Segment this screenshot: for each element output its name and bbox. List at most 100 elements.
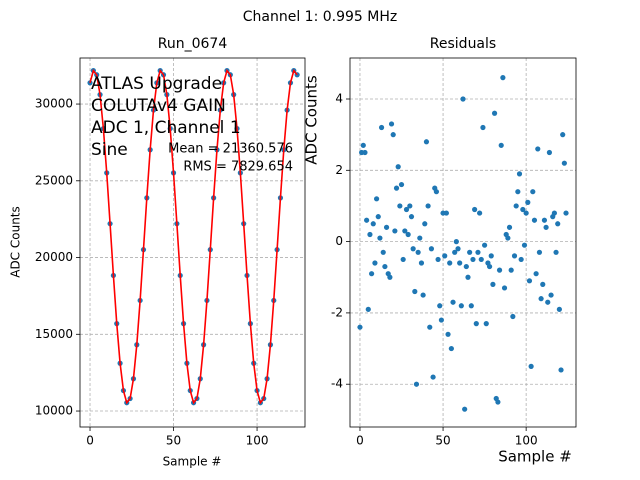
data-point [425, 203, 431, 209]
data-point [398, 181, 405, 188]
annotation: RMS = 7829.654 [183, 160, 293, 175]
data-point [490, 281, 496, 287]
data-point [395, 164, 401, 170]
data-point [370, 221, 376, 227]
data-point [516, 171, 523, 177]
annotation: COLUTAv4 GAIN [91, 96, 226, 116]
x-tick-label: 50 [166, 434, 181, 448]
data-point [447, 260, 453, 266]
x-tick-label: 0 [356, 434, 364, 448]
data-point [530, 189, 536, 195]
data-point [563, 210, 569, 216]
data-point [555, 221, 561, 227]
axes-title: Run_0674 [158, 36, 228, 52]
data-point [415, 249, 421, 255]
data-point [453, 239, 459, 245]
plot-area [87, 68, 300, 406]
data-point [393, 185, 400, 191]
data-point [521, 242, 528, 248]
data-point [433, 189, 440, 195]
data-point [472, 206, 478, 213]
data-point [533, 271, 539, 277]
data-point [482, 242, 488, 248]
x-tick-label: 0 [86, 434, 94, 448]
data-point [428, 246, 435, 252]
data-point [397, 203, 403, 209]
data-point [553, 249, 559, 255]
data-point [388, 121, 395, 127]
data-point [558, 367, 564, 373]
data-point [455, 246, 461, 252]
data-point [473, 321, 479, 327]
axes-title: Residuals [430, 36, 496, 52]
data-point [543, 224, 549, 230]
data-point [520, 206, 526, 213]
data-point [367, 231, 373, 238]
data-point [506, 224, 513, 230]
data-point [438, 317, 444, 323]
y-axis-label: ADC Counts [9, 206, 23, 278]
fit-line [89, 68, 298, 405]
data-point [390, 132, 396, 138]
data-point [475, 249, 481, 255]
data-point [531, 217, 538, 223]
data-point [496, 267, 503, 273]
data-point [501, 285, 508, 291]
y-tick-label: 2 [335, 163, 343, 177]
y-tick-label: -4 [331, 377, 343, 391]
annotation: Sine [91, 140, 128, 160]
data-point [538, 296, 544, 302]
data-point [423, 139, 430, 145]
data-point [465, 274, 471, 280]
y-tick-label: 30000 [35, 97, 73, 111]
data-point [383, 224, 390, 230]
data-point [435, 256, 441, 263]
data-point [412, 288, 418, 295]
data-point [488, 253, 494, 259]
annotation: ADC 1, Channel 1 [91, 118, 241, 138]
data-point [437, 303, 443, 309]
data-point [452, 249, 458, 255]
data-point [365, 306, 371, 312]
data-point [392, 228, 398, 234]
data-point [486, 263, 493, 270]
data-point [528, 363, 534, 369]
data-point [545, 299, 551, 305]
x-axis-label: Sample # [163, 455, 222, 469]
data-point [362, 149, 368, 156]
data-point [483, 321, 489, 327]
data-point [405, 231, 411, 238]
data-point [560, 132, 566, 138]
y-tick-label: 15000 [35, 327, 73, 341]
data-point [478, 256, 484, 263]
data-point [387, 274, 393, 280]
x-axis-label: Sample # [498, 448, 572, 466]
y-axis-label: ADC Counts [303, 75, 321, 165]
data-point [477, 210, 483, 216]
data-point [400, 256, 406, 263]
x-tick-label: 100 [246, 434, 269, 448]
data-point [458, 303, 464, 309]
x-tick-label: 50 [435, 434, 450, 448]
data-point [410, 246, 416, 252]
annotation: Mean = 21360.576 [168, 142, 293, 157]
data-point [457, 260, 463, 266]
data-point [515, 189, 521, 195]
data-point [551, 210, 557, 216]
data-point [541, 217, 548, 223]
data-point [508, 267, 514, 273]
data-point [468, 303, 474, 309]
data-point [372, 260, 378, 266]
data-point [513, 203, 519, 209]
y-tick-label: 25000 [35, 173, 73, 187]
data-point [536, 249, 543, 255]
data-point [360, 142, 366, 148]
y-tick-label: 10000 [35, 404, 73, 418]
data-point [470, 256, 476, 263]
annotation: ATLAS Upgrade [91, 74, 222, 94]
data-point [548, 292, 554, 298]
data-point [373, 196, 380, 202]
data-point [510, 313, 516, 320]
data-point [418, 260, 425, 266]
x-tick-label: 100 [515, 434, 538, 448]
